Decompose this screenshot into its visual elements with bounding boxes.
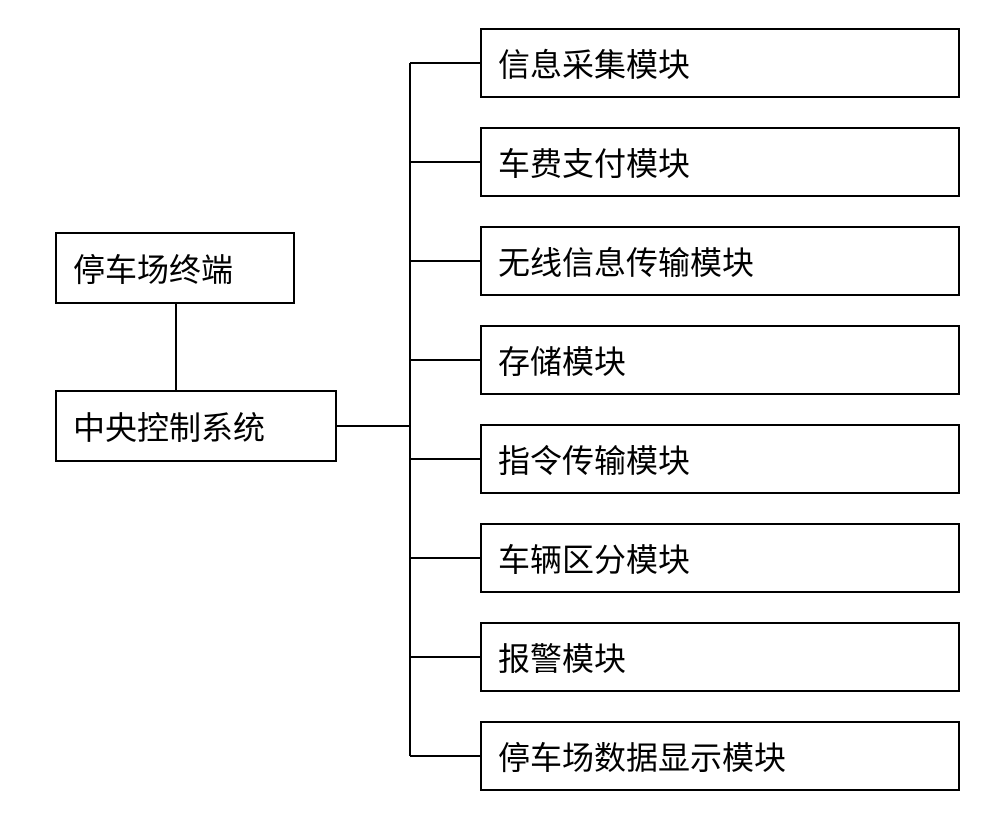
right-node-info-collect: 信息采集模块 [480,28,960,98]
node-label: 停车场数据显示模块 [498,733,786,779]
node-label: 车费支付模块 [498,139,690,185]
right-node-vehicle-diff: 车辆区分模块 [480,523,960,593]
left-node-ccs: 中央控制系统 [55,390,337,462]
node-label: 无线信息传输模块 [498,238,754,284]
node-label: 停车场终端 [73,245,233,291]
right-node-wireless: 无线信息传输模块 [480,226,960,296]
right-node-command-tx: 指令传输模块 [480,424,960,494]
node-label: 车辆区分模块 [498,535,690,581]
node-label: 信息采集模块 [498,40,690,86]
right-node-fare-pay: 车费支付模块 [480,127,960,197]
left-node-terminal: 停车场终端 [55,232,295,304]
node-label: 存储模块 [498,337,626,383]
right-node-alarm: 报警模块 [480,622,960,692]
right-node-data-display: 停车场数据显示模块 [480,721,960,791]
node-label: 中央控制系统 [73,403,265,449]
node-label: 指令传输模块 [498,436,690,482]
node-label: 报警模块 [498,634,626,680]
right-node-storage: 存储模块 [480,325,960,395]
